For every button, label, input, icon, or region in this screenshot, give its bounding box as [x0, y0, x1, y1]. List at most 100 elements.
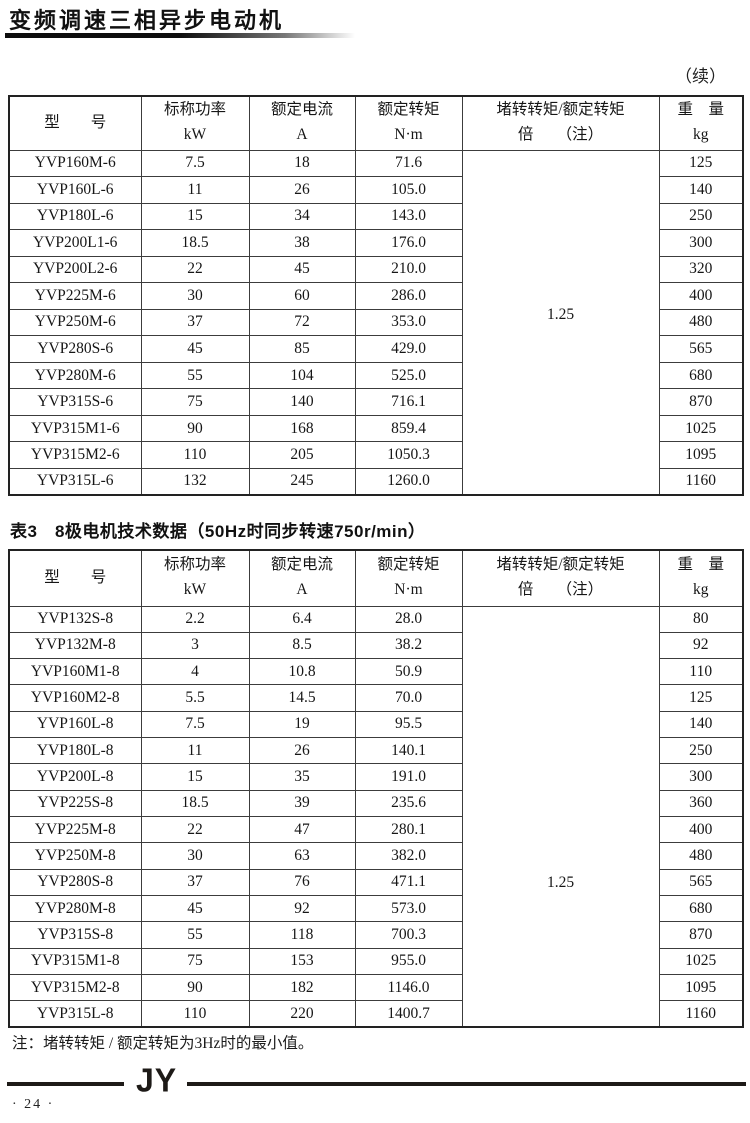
model-cell: YVP315M2-6	[8, 441, 142, 469]
col-header-model: 型 号	[8, 549, 142, 607]
table-row: YVP280S-8 37 76 471.1 565	[8, 868, 744, 896]
torque-ratio-cell: 1.25	[461, 605, 660, 1028]
current-cell: 118	[248, 921, 356, 949]
model-cell: YVP225M-8	[8, 815, 142, 844]
table-row: YVP315L-6 132 245 1260.0 1160	[8, 467, 744, 496]
table-row: YVP315M2-8 90 182 1146.0 1095	[8, 973, 744, 1002]
torque-cell: 471.1	[354, 868, 463, 896]
power-cell: 110	[140, 441, 250, 469]
model-cell: YVP280S-6	[8, 335, 142, 363]
current-cell: 63	[248, 842, 356, 870]
weight-cell: 140	[658, 176, 744, 204]
weight-cell: 1095	[658, 441, 744, 469]
current-cell: 85	[248, 335, 356, 363]
torque-ratio-value: 1.25	[546, 306, 575, 324]
torque-cell: 235.6	[354, 789, 463, 818]
col-header-torque-ratio: 堵转转矩/额定转矩 倍 （注）	[461, 549, 660, 607]
torque-cell: 210.0	[354, 255, 463, 284]
current-cell: 6.4	[248, 605, 356, 633]
power-cell: 15	[140, 763, 250, 791]
table3-title: 表3 8极电机技术数据（50Hz时同步转速750r/min）	[10, 522, 426, 541]
table-row: YVP200L2-6 22 45 210.0 320	[8, 255, 744, 284]
model-cell: YVP200L1-6	[8, 229, 142, 257]
torque-cell: 429.0	[354, 335, 463, 363]
power-cell: 45	[140, 335, 250, 363]
torque-cell: 955.0	[354, 947, 463, 975]
weight-cell: 80	[658, 605, 744, 633]
torque-cell: 573.0	[354, 894, 463, 923]
torque-cell: 286.0	[354, 282, 463, 310]
power-cell: 45	[140, 894, 250, 923]
model-cell: YVP315M2-8	[8, 973, 142, 1002]
torque-ratio-cell: 1.25	[461, 149, 660, 496]
table-row: YVP180L-6 15 34 143.0 250	[8, 202, 744, 231]
torque-cell: 143.0	[354, 202, 463, 231]
current-cell: 182	[248, 973, 356, 1002]
torque-cell: 280.1	[354, 815, 463, 844]
model-cell: YVP160M-6	[8, 149, 142, 178]
power-cell: 7.5	[140, 710, 250, 739]
model-cell: YVP315S-8	[8, 921, 142, 949]
weight-cell: 125	[658, 684, 744, 712]
current-cell: 140	[248, 388, 356, 416]
torque-cell: 525.0	[354, 361, 463, 390]
table-row: YVP132S-8 2.2 6.4 28.0 1.25 80	[8, 605, 744, 1028]
model-cell: YVP280M-8	[8, 894, 142, 923]
model-cell: YVP225S-8	[8, 789, 142, 818]
current-cell: 245	[248, 467, 356, 496]
table-row: YVP315S-8 55 118 700.3 870	[8, 921, 744, 949]
power-cell: 11	[140, 737, 250, 765]
table-row: YVP225M-8 22 47 280.1 400	[8, 815, 744, 844]
title-rule	[5, 33, 355, 38]
weight-cell: 1160	[658, 467, 744, 496]
torque-cell: 105.0	[354, 176, 463, 204]
weight-cell: 565	[658, 335, 744, 363]
weight-cell: 250	[658, 202, 744, 231]
power-cell: 18.5	[140, 229, 250, 257]
current-cell: 60	[248, 282, 356, 310]
weight-cell: 400	[658, 282, 744, 310]
motor-spec-table-6pole: 型 号 标称功率 kW 额定电流 A 额定转矩 N·m 堵转转矩/额定转矩 倍 …	[8, 95, 744, 496]
power-cell: 30	[140, 842, 250, 870]
doc-title: 变频调速三相异步电动机	[9, 8, 285, 33]
model-cell: YVP200L2-6	[8, 255, 142, 284]
table-row: YVP200L1-6 18.5 38 176.0 300	[8, 229, 744, 257]
torque-cell: 716.1	[354, 388, 463, 416]
table-row: YVP160M-6 7.5 18 71.6 1.25 125	[8, 149, 744, 496]
current-cell: 47	[248, 815, 356, 844]
table-row: YVP315M1-8 75 153 955.0 1025	[8, 947, 744, 975]
torque-cell: 382.0	[354, 842, 463, 870]
model-cell: YVP200L-8	[8, 763, 142, 791]
power-cell: 15	[140, 202, 250, 231]
weight-cell: 480	[658, 308, 744, 337]
model-cell: YVP180L-8	[8, 737, 142, 765]
col-header-model: 型 号	[8, 95, 142, 151]
weight-cell: 360	[658, 789, 744, 818]
model-cell: YVP315L-8	[8, 1000, 142, 1028]
weight-cell: 300	[658, 229, 744, 257]
torque-cell: 95.5	[354, 710, 463, 739]
torque-cell: 38.2	[354, 631, 463, 660]
table-row: YVP160L-8 7.5 19 95.5 140	[8, 710, 744, 739]
weight-cell: 680	[658, 894, 744, 923]
power-cell: 30	[140, 282, 250, 310]
power-cell: 3	[140, 631, 250, 660]
table-row: YVP315L-8 110 220 1400.7 1160	[8, 1000, 744, 1028]
power-cell: 90	[140, 973, 250, 1002]
weight-cell: 680	[658, 361, 744, 390]
model-cell: YVP225M-6	[8, 282, 142, 310]
torque-cell: 859.4	[354, 414, 463, 443]
power-cell: 55	[140, 361, 250, 390]
current-cell: 45	[248, 255, 356, 284]
power-cell: 132	[140, 467, 250, 496]
table-row: YVP225M-6 30 60 286.0 400	[8, 282, 744, 310]
current-cell: 34	[248, 202, 356, 231]
power-cell: 5.5	[140, 684, 250, 712]
power-cell: 90	[140, 414, 250, 443]
current-cell: 153	[248, 947, 356, 975]
table-row: YVP160M2-8 5.5 14.5 70.0 125	[8, 684, 744, 712]
model-cell: YVP315M1-6	[8, 414, 142, 443]
current-cell: 26	[248, 176, 356, 204]
power-cell: 75	[140, 947, 250, 975]
power-cell: 55	[140, 921, 250, 949]
